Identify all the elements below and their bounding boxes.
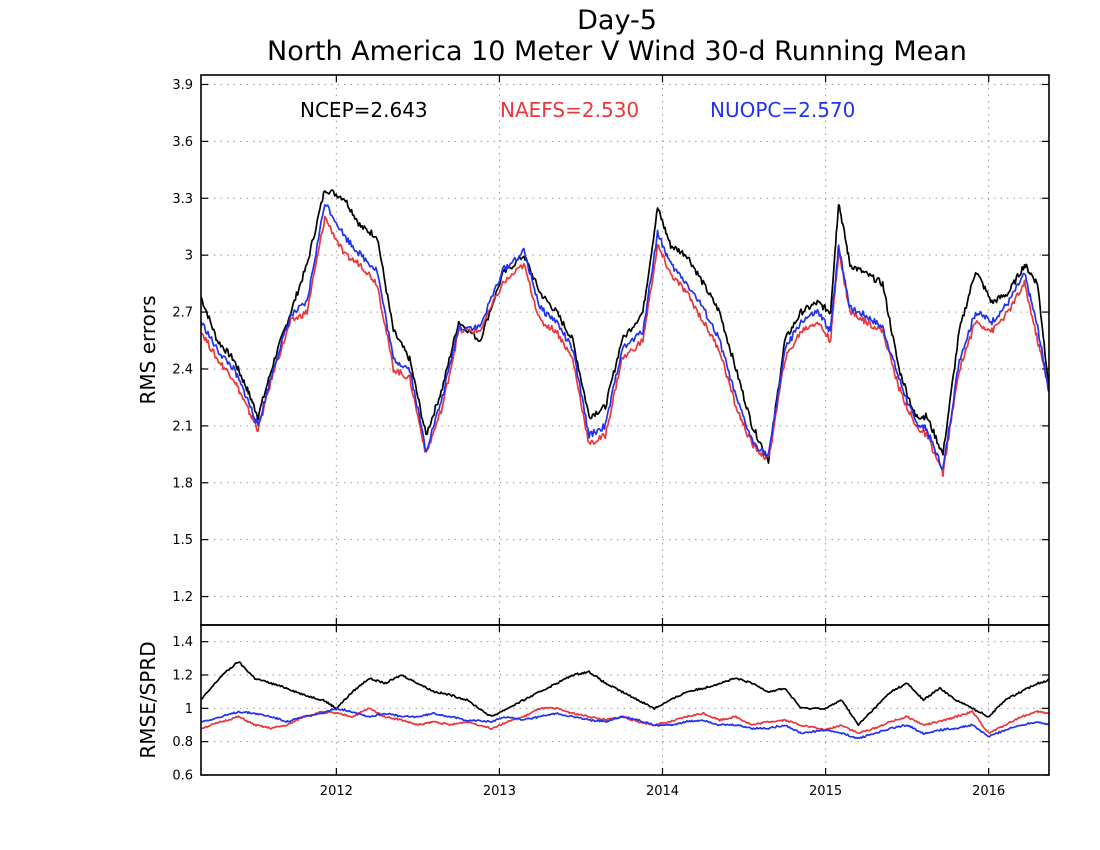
y-tick-label: 2.1: [172, 419, 193, 434]
y-tick-label: 2.4: [172, 362, 193, 377]
series-line-2: [201, 707, 1049, 740]
x-tick-label: 2013: [483, 784, 516, 799]
y-tick-label: 3: [185, 249, 193, 264]
plot-frame: [200, 624, 1050, 776]
y-axis-label-rmse-sprd: RMSE/SPRD: [136, 641, 160, 758]
x-tick-label: 2016: [972, 784, 1005, 799]
series-line-2: [201, 204, 1049, 470]
plot-frame: [200, 74, 1050, 626]
y-tick-label: 1.2: [172, 669, 193, 684]
chart-title: Day-5: [577, 5, 657, 36]
chart-subtitle: North America 10 Meter V Wind 30-d Runni…: [267, 36, 967, 67]
y-tick-label: 1.2: [172, 590, 193, 605]
legend-item-nuopc: NUOPC=2.570: [710, 98, 855, 122]
x-tick-label: 2014: [646, 784, 679, 799]
y-tick-label: 1: [185, 702, 193, 717]
series-line-1: [201, 706, 1049, 735]
rms-errors-panel: 1.2 1.5 1.8 2.1 2.4 2.7 3 3.3 3.6 3.9: [172, 74, 1050, 626]
y-tick-label: 0.6: [172, 769, 193, 784]
y-tick-label: 1.5: [172, 533, 193, 548]
y-tick-label: 0.8: [172, 735, 193, 750]
x-tick-label: 2012: [320, 784, 353, 799]
y-tick-label: 2.7: [172, 306, 193, 321]
legend: NCEP=2.643 NAEFS=2.530 NUOPC=2.570: [300, 98, 855, 122]
rmse-sprd-panel: 0.6 0.8 1 1.2 1.4 2012 2013 2014 2015 2016: [172, 624, 1050, 799]
y-axis-label-rms: RMS errors: [136, 295, 160, 404]
y-tick-label: 3.9: [172, 78, 193, 93]
y-tick-label: 3.6: [172, 135, 193, 150]
y-tick-label: 3.3: [172, 192, 193, 207]
legend-item-ncep: NCEP=2.643: [300, 98, 428, 122]
y-tick-label: 1.8: [172, 476, 193, 491]
y-tick-label: 1.4: [172, 635, 193, 650]
series-line-0: [201, 661, 1049, 727]
series-line-0: [201, 189, 1049, 464]
legend-item-naefs: NAEFS=2.530: [500, 98, 639, 122]
x-tick-label: 2015: [809, 784, 842, 799]
